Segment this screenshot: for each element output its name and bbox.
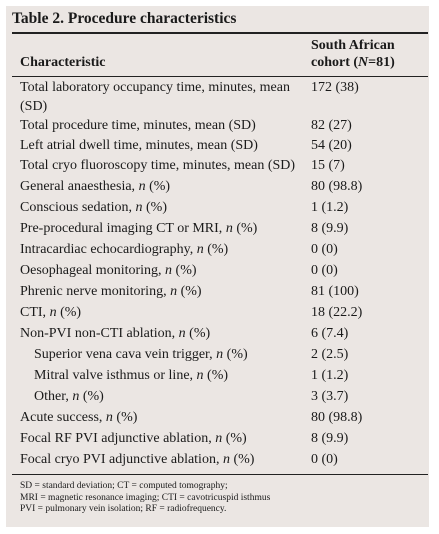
table-title: Table 2. Procedure characteristics xyxy=(12,10,237,27)
row-value: 172 (38) xyxy=(311,80,359,95)
row-value: 18 (22.2) xyxy=(311,305,363,320)
row-value: 0 (0) xyxy=(311,242,338,257)
row-label: Other, n (%) xyxy=(34,389,104,404)
bottom-rule xyxy=(12,474,428,475)
row-value: 54 (20) xyxy=(311,138,352,153)
header-cohort-line1: South African xyxy=(311,38,395,53)
table-panel xyxy=(6,6,429,527)
row-value: 1 (1.2) xyxy=(311,200,349,215)
row-label: Non-PVI non-CTI ablation, n (%) xyxy=(20,326,211,341)
row-label: Mitral valve isthmus or line, n (%) xyxy=(34,368,229,383)
table-footnotes: SD = standard deviation; CT = computed t… xyxy=(20,481,270,516)
row-value: 80 (98.8) xyxy=(311,410,363,425)
footnote-line: SD = standard deviation; CT = computed t… xyxy=(20,481,228,491)
row-label: Oesophageal monitoring, n (%) xyxy=(20,263,197,278)
header-cohort-line2-pre: cohort ( xyxy=(311,55,359,70)
top-rule xyxy=(12,32,428,34)
row-value: 6 (7.4) xyxy=(311,326,349,341)
row-label: Left atrial dwell time, minutes, mean (S… xyxy=(20,138,258,153)
row-label: Superior vena cava vein trigger, n (%) xyxy=(34,347,248,362)
header-rule xyxy=(12,76,428,77)
row-value: 0 (0) xyxy=(311,452,338,467)
row-label: Total cryo fluoroscopy time, minutes, me… xyxy=(20,158,296,173)
row-label: Conscious sedation, n (%) xyxy=(20,200,167,215)
row-label: Focal cryo PVI adjunctive ablation, n (%… xyxy=(20,452,255,467)
row-label: CTI, n (%) xyxy=(20,305,82,320)
footnote-line: PVI = pulmonary vein isolation; RF = rad… xyxy=(20,504,227,514)
row-value: 82 (27) xyxy=(311,118,352,133)
row-label: Phrenic nerve monitoring, n (%) xyxy=(20,284,202,299)
row-value: 1 (1.2) xyxy=(311,368,349,383)
row-value: 8 (9.9) xyxy=(311,431,349,446)
row-label: Pre-procedural imaging CT or MRI, n (%) xyxy=(20,221,258,236)
row-label: Acute success, n (%) xyxy=(20,410,138,425)
row-value: 8 (9.9) xyxy=(311,221,349,236)
row-label: Total laboratory occupancy time, minutes… xyxy=(20,80,290,114)
header-cohort-line2: cohort (N=81) xyxy=(311,54,395,71)
row-value: 80 (98.8) xyxy=(311,179,363,194)
row-value: 2 (2.5) xyxy=(311,347,349,362)
row-label: Intracardiac echocardiography, n (%) xyxy=(20,242,229,257)
row-label: Total procedure time, minutes, mean (SD) xyxy=(20,118,256,133)
row-value: 15 (7) xyxy=(311,158,345,173)
header-cohort-n: N xyxy=(358,55,369,70)
header-cohort: South African cohort (N=81) xyxy=(311,37,395,71)
row-value: 0 (0) xyxy=(311,263,338,278)
row-value: 3 (3.7) xyxy=(311,389,349,404)
header-characteristic: Characteristic xyxy=(20,55,106,70)
row-label: General anaesthesia, n (%) xyxy=(20,179,171,194)
row-label: Focal RF PVI adjunctive ablation, n (%) xyxy=(20,431,247,446)
footnote-line: MRI = magnetic resonance imaging; CTI = … xyxy=(20,492,271,503)
row-value: 81 (100) xyxy=(311,284,359,299)
header-cohort-line2-post: =81) xyxy=(368,55,395,70)
